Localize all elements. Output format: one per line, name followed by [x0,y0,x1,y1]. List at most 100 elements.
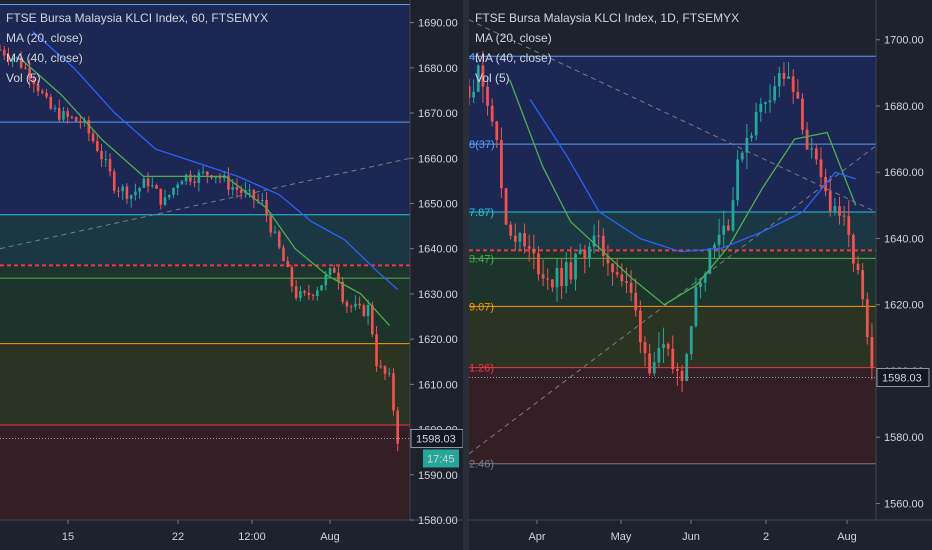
candle-body [819,159,823,177]
candle-body [574,253,577,280]
time-badge-label: 17:45 [427,453,455,465]
candle-body [652,362,656,374]
fib-level-label: 9.07) [469,301,494,313]
candle-body [814,148,818,160]
legend-ma40[interactable]: MA (40, close) [6,51,83,65]
time-badge [423,449,459,468]
trend-line [469,19,877,213]
fib-band [469,250,876,259]
candle-body [28,67,31,80]
fib-band [469,144,876,212]
candle-body [311,295,315,297]
candle-body [847,216,851,235]
legend-ma20[interactable]: MA (20, close) [6,31,83,45]
candle-body [676,369,679,371]
legend-vol[interactable]: Vol (5) [6,71,41,85]
candle-body [193,181,196,184]
candle-body [0,49,2,51]
candle-body [349,306,353,308]
legend-title[interactable]: FTSE Bursa Malaysia KLCI Index, 1D, FTSE… [475,11,740,25]
fib-band [0,214,410,266]
candle-body [189,174,192,182]
candle-body [578,250,582,254]
candle-body [167,194,171,198]
fib-band [469,463,876,520]
candle-body [91,133,95,142]
candle-body [699,282,702,287]
candle-body [155,185,158,189]
legend-vol[interactable]: Vol (5) [475,71,510,85]
candle-body [657,348,661,363]
candle-body [662,344,665,349]
panel-divider[interactable] [463,0,469,550]
y-tick-label: 1630.00 [418,289,458,301]
candle-body [239,189,243,193]
y-tick-label: 1580.00 [418,515,458,527]
candle-body [176,184,179,188]
candle-body [842,215,846,217]
candle-body [796,92,800,99]
price-badge [410,428,463,448]
y-tick-label: 1580.00 [884,432,924,444]
x-tick-label: Aug [320,531,340,543]
time-axis [469,520,932,550]
y-tick-label: 1560.00 [884,498,924,510]
legend-title[interactable]: FTSE Bursa Malaysia KLCI Index, 60, FTSE… [6,11,269,25]
candle-body [777,72,781,87]
chart-panel-right[interactable]: 1700.001680.001660.001640.001620.001600.… [469,0,932,550]
chart-canvas-left[interactable]: 1690.00 1680.00 1670.00 1660.00 1650.00 1640.… [0,0,463,550]
y-tick-label: 1640.00 [884,233,924,245]
candle-body [722,225,726,235]
fib-level-label: 8(37) [469,139,495,151]
x-tick-label: Aug [837,531,857,543]
candle-body [509,224,513,236]
candle-body [569,262,573,280]
candle-body [316,290,319,297]
candle-body [754,111,758,136]
x-tick-label: 22 [172,531,184,543]
candle-body [375,334,378,367]
candle-body [469,86,471,98]
price-axis [410,0,463,550]
candle-body [648,353,652,374]
candle-body [606,255,610,264]
candle-body [303,291,306,293]
candle-body [358,303,361,306]
candle-body [759,103,763,112]
chart-panel-left[interactable]: 1690.00 1680.00 1670.00 1660.00 1650.00 1640.… [0,0,463,550]
candle-body [736,159,740,201]
candle-body [294,286,298,299]
candle-body [299,291,302,299]
price-badge-label: 1598.03 [882,372,922,384]
x-tick-label: 12:00 [238,531,266,543]
candle-body [787,76,790,79]
fib-band [0,425,410,520]
candle-body [142,178,146,188]
fib-level-label: 3.47) [469,253,494,265]
candle-body [269,215,273,233]
candle-body [555,268,559,288]
candle-body [680,370,684,382]
candle-body [146,178,150,187]
ma20-line [20,58,390,327]
y-tick-label: 1680.00 [418,63,458,75]
legend-ma20[interactable]: MA (20, close) [475,31,552,45]
candle-body [261,200,264,202]
candle-body [328,268,332,276]
time-axis [0,520,463,550]
candle-body [104,159,108,161]
candle-body [713,244,716,249]
trend-line [0,157,411,250]
candle-body [810,148,814,150]
candle-body [337,272,340,282]
fib-band [0,265,410,279]
candle-body [703,273,707,283]
candle-body [117,190,120,192]
y-tick-label: 1620.00 [418,334,458,346]
candle-body [354,303,357,307]
chart-canvas-right[interactable]: 1700.001680.001660.001640.001620.001600.… [469,0,932,550]
x-tick-label: Apr [528,531,545,543]
candle-body [620,274,624,282]
legend-ma40[interactable]: MA (40, close) [475,51,552,65]
candle-body [371,304,374,335]
